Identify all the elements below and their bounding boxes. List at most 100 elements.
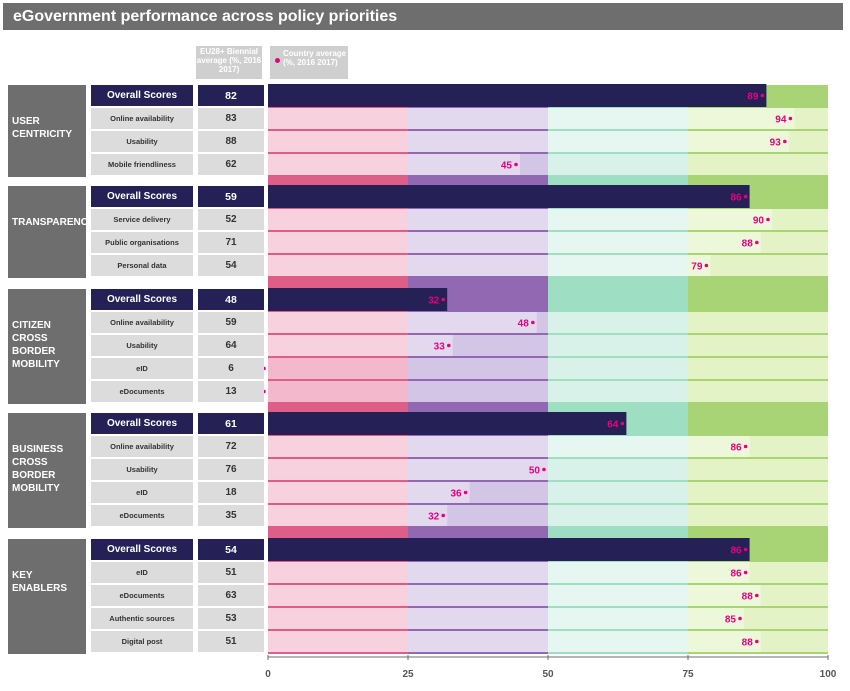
x-tick-label: 0 — [265, 669, 271, 680]
country-marker-dot — [743, 547, 748, 552]
indicator-label: Online availability — [91, 108, 193, 129]
eu-average-value: 59 — [198, 186, 264, 207]
country-bar — [408, 459, 548, 480]
country-bar — [548, 608, 688, 629]
country-overall-bar — [268, 185, 750, 208]
country-bar — [688, 232, 761, 253]
row-band — [548, 505, 688, 526]
country-bar — [268, 562, 408, 583]
country-value-label: 94 — [775, 115, 787, 126]
country-bar — [268, 131, 408, 152]
title-bar: eGovernment performance across policy pr… — [3, 3, 843, 30]
section-label: TRANSPARENCY — [12, 217, 95, 228]
country-bar — [548, 232, 688, 253]
country-value-label: 85 — [725, 615, 737, 626]
eu-average-value: 83 — [198, 108, 264, 129]
country-bar — [268, 459, 408, 480]
country-bar — [268, 436, 408, 457]
row-band — [548, 154, 688, 175]
country-value-label: 88 — [742, 239, 754, 250]
row-band — [688, 505, 828, 526]
row-band — [548, 358, 688, 379]
country-marker-dot — [542, 467, 546, 472]
country-marker-dot — [704, 263, 709, 268]
country-bar — [688, 209, 772, 230]
eu-average-value: 51 — [198, 562, 264, 583]
section-1: TRANSPARENCY — [8, 186, 95, 278]
country-marker-dot — [620, 421, 625, 426]
country-value-label: 32 — [428, 296, 440, 307]
overall-scores-label: Overall Scores — [91, 413, 193, 434]
country-bar — [688, 255, 711, 276]
x-tick-label: 75 — [682, 669, 694, 680]
country-value-label: 32 — [428, 512, 440, 523]
section-label: BUSINESS CROSS BORDER MOBILITY — [12, 444, 64, 494]
country-bar — [548, 436, 688, 457]
eu-average-value: 88 — [198, 131, 264, 152]
overall-scores-label: Overall Scores — [91, 539, 193, 560]
country-bar — [408, 335, 453, 356]
row-band — [688, 358, 828, 379]
eu-average-value: 54 — [198, 539, 264, 560]
country-bar — [688, 108, 795, 129]
country-bar — [548, 209, 688, 230]
country-value-label: 89 — [747, 92, 759, 103]
chart-title: eGovernment performance across policy pr… — [13, 8, 398, 25]
x-tick-label: 25 — [402, 669, 414, 680]
country-bar — [688, 631, 761, 652]
row-band — [688, 459, 828, 480]
country-marker-dot — [441, 297, 446, 302]
eu-average-value: 64 — [198, 335, 264, 356]
section-0: USER CENTRICITY — [8, 85, 86, 177]
country-bar — [408, 255, 548, 276]
country-bar — [268, 608, 408, 629]
row-band — [688, 482, 828, 503]
country-bar — [408, 505, 448, 526]
country-value-label: 86 — [730, 569, 742, 580]
overall-scores-label: Overall Scores — [91, 85, 193, 106]
country-bar — [268, 209, 408, 230]
country-bar — [688, 131, 789, 152]
country-value-label: 64 — [607, 420, 619, 431]
country-value-label: 50 — [529, 466, 541, 477]
row-band — [548, 335, 688, 356]
row-band — [688, 312, 828, 333]
country-marker-dot — [783, 139, 787, 144]
eu-average-value: 13 — [198, 381, 264, 402]
section-2: CITIZEN CROSS BORDER MOBILITY — [8, 289, 86, 404]
country-marker-dot — [738, 616, 742, 621]
eu-average-value: 61 — [198, 413, 264, 434]
country-bar — [268, 108, 408, 129]
indicator-label: Usability — [91, 459, 193, 480]
row-band — [688, 335, 828, 356]
country-marker-legend-dot — [275, 58, 280, 63]
country-bar — [408, 232, 548, 253]
indicator-label: Usability — [91, 131, 193, 152]
country-value-label: 86 — [730, 546, 742, 557]
country-bar — [408, 154, 520, 175]
eu-average-value: 72 — [198, 436, 264, 457]
country-bar — [548, 562, 688, 583]
country-bar — [408, 312, 537, 333]
country-value-label: 93 — [770, 138, 782, 149]
indicator-label: Digital post — [91, 631, 193, 652]
indicator-label: Online availability — [91, 312, 193, 333]
eu-average-header: EU28+ Biennial average (%, 2016 2017) — [196, 46, 262, 79]
country-value-label: 36 — [450, 489, 462, 500]
indicator-label: Mobile friendliness — [91, 154, 193, 175]
indicator-label: Public organisations — [91, 232, 193, 253]
country-marker-dot — [463, 490, 468, 495]
eu-average-value: 54 — [198, 255, 264, 276]
eu-average-value: 71 — [198, 232, 264, 253]
section-label: USER CENTRICITY — [12, 116, 72, 140]
country-marker-dot — [766, 217, 770, 222]
country-marker-dot — [755, 593, 759, 598]
x-tick-label: 50 — [542, 669, 554, 680]
eu-average-value: 51 — [198, 631, 264, 652]
country-average-header-label: Country average (%, 2016 2017) — [283, 49, 347, 67]
indicator-label: Usability — [91, 335, 193, 356]
country-bar — [408, 436, 548, 457]
x-tick-label: 100 — [820, 669, 837, 680]
eu-average-value: 53 — [198, 608, 264, 629]
country-bar — [408, 631, 548, 652]
